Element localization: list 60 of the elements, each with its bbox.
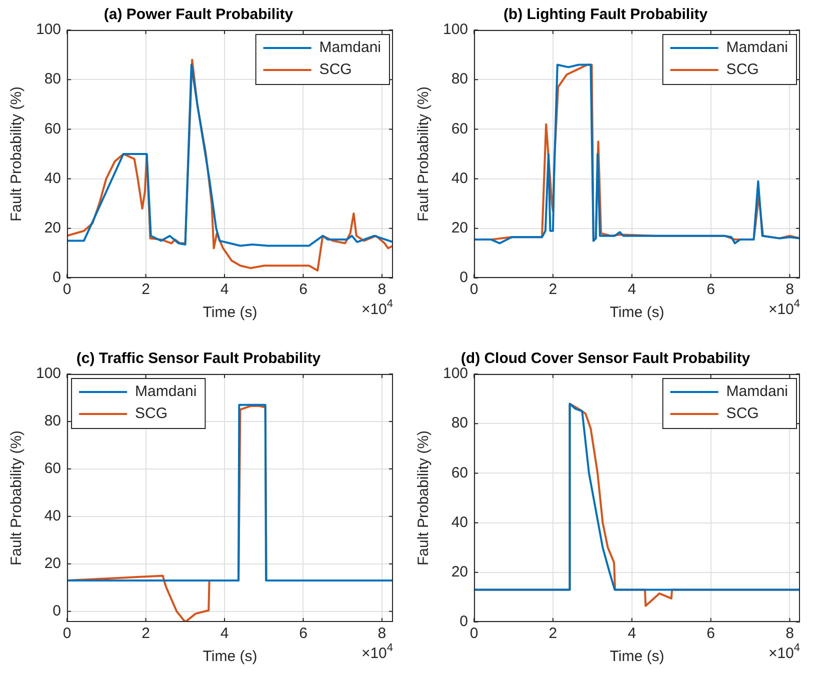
y-tick-label: 0 [52, 269, 62, 286]
y-tick-label: 100 [442, 21, 468, 38]
x-axis-title: Time (s) [202, 648, 258, 666]
x-tick-label: 6 [706, 625, 715, 642]
y-tick-label: 80 [44, 412, 62, 430]
chart-title: (a) Power Fault Probability [104, 6, 294, 24]
chart-title: (c) Traffic Sensor Fault Probability [76, 350, 322, 368]
x-tick-label: 8 [786, 281, 794, 298]
y-tick-label: 20 [44, 554, 62, 572]
y-tick-label: 40 [451, 170, 468, 187]
x-tick-label: 8 [378, 281, 386, 298]
x-tick-label: 6 [299, 281, 308, 298]
y-tick-label: 60 [451, 120, 468, 138]
y-axis-title: Fault Probability (%) [415, 430, 432, 566]
y-tick-label: 40 [44, 170, 62, 187]
y-tick-label: 80 [451, 414, 468, 432]
y-tick-label: 100 [36, 21, 62, 38]
y-tick-label: 40 [44, 508, 62, 525]
x-axis-title: Time (s) [610, 304, 664, 322]
legend-label: Mamdani [319, 39, 382, 56]
y-tick-label: 60 [44, 120, 62, 138]
y-axis-title: Fault Probability (%) [8, 430, 26, 566]
x-tick-label: 8 [378, 625, 386, 642]
x-axis-title: Time (s) [202, 304, 258, 322]
x-tick-label: 6 [706, 281, 715, 298]
y-tick-label: 40 [451, 514, 468, 531]
legend-label: Mamdani [135, 383, 197, 400]
y-tick-label: 0 [460, 613, 468, 630]
y-tick-label: 0 [52, 602, 62, 620]
y-tick-label: 20 [451, 220, 468, 237]
y-tick-label: 20 [44, 220, 62, 237]
legend-label: Mamdani [726, 39, 788, 56]
x-tick-label: 4 [628, 281, 636, 298]
x-tick-label: 4 [220, 281, 229, 298]
x-axis-title: Time (s) [610, 648, 664, 666]
y-axis-title: Fault Probability (%) [8, 86, 26, 222]
x-tick-label: 2 [142, 625, 150, 642]
y-axis-title: Fault Probability (%) [415, 86, 432, 222]
x-tick-label: 4 [628, 625, 636, 642]
chart-title: (b) Lighting Fault Probability [503, 6, 708, 24]
legend-label: SCG [319, 61, 352, 78]
x-tick-label: 6 [299, 625, 308, 642]
legend-label: SCG [135, 405, 168, 422]
x-tick-label: 2 [548, 281, 558, 298]
y-tick-label: 20 [451, 564, 468, 581]
y-tick-label: 100 [442, 365, 468, 382]
y-tick-label: 60 [451, 464, 468, 482]
x-tick-label: 4 [220, 625, 229, 642]
legend-label: SCG [726, 405, 759, 422]
x-tick-label: 8 [786, 625, 794, 642]
y-tick-label: 60 [44, 460, 62, 478]
x-tick-label: 2 [548, 625, 558, 642]
legend-label: Mamdani [726, 383, 788, 400]
legend-label: SCG [726, 61, 759, 78]
y-tick-label: 80 [451, 70, 468, 88]
y-tick-label: 80 [44, 70, 62, 88]
y-tick-label: 0 [460, 269, 468, 286]
chart-title: (d) Cloud Cover Sensor Fault Probability [460, 350, 751, 368]
y-tick-label: 100 [36, 365, 62, 382]
x-tick-label: 2 [142, 281, 150, 298]
